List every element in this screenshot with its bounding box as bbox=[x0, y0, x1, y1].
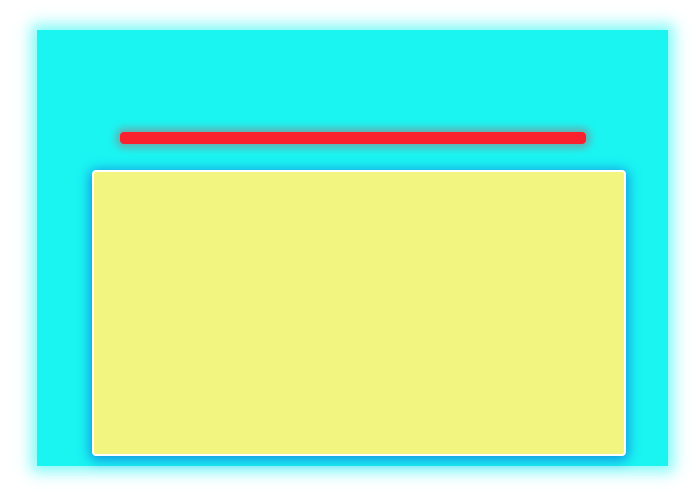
red-accent-bar bbox=[120, 132, 586, 144]
yellow-content-card[interactable] bbox=[92, 170, 626, 456]
cyan-panel bbox=[37, 30, 668, 466]
